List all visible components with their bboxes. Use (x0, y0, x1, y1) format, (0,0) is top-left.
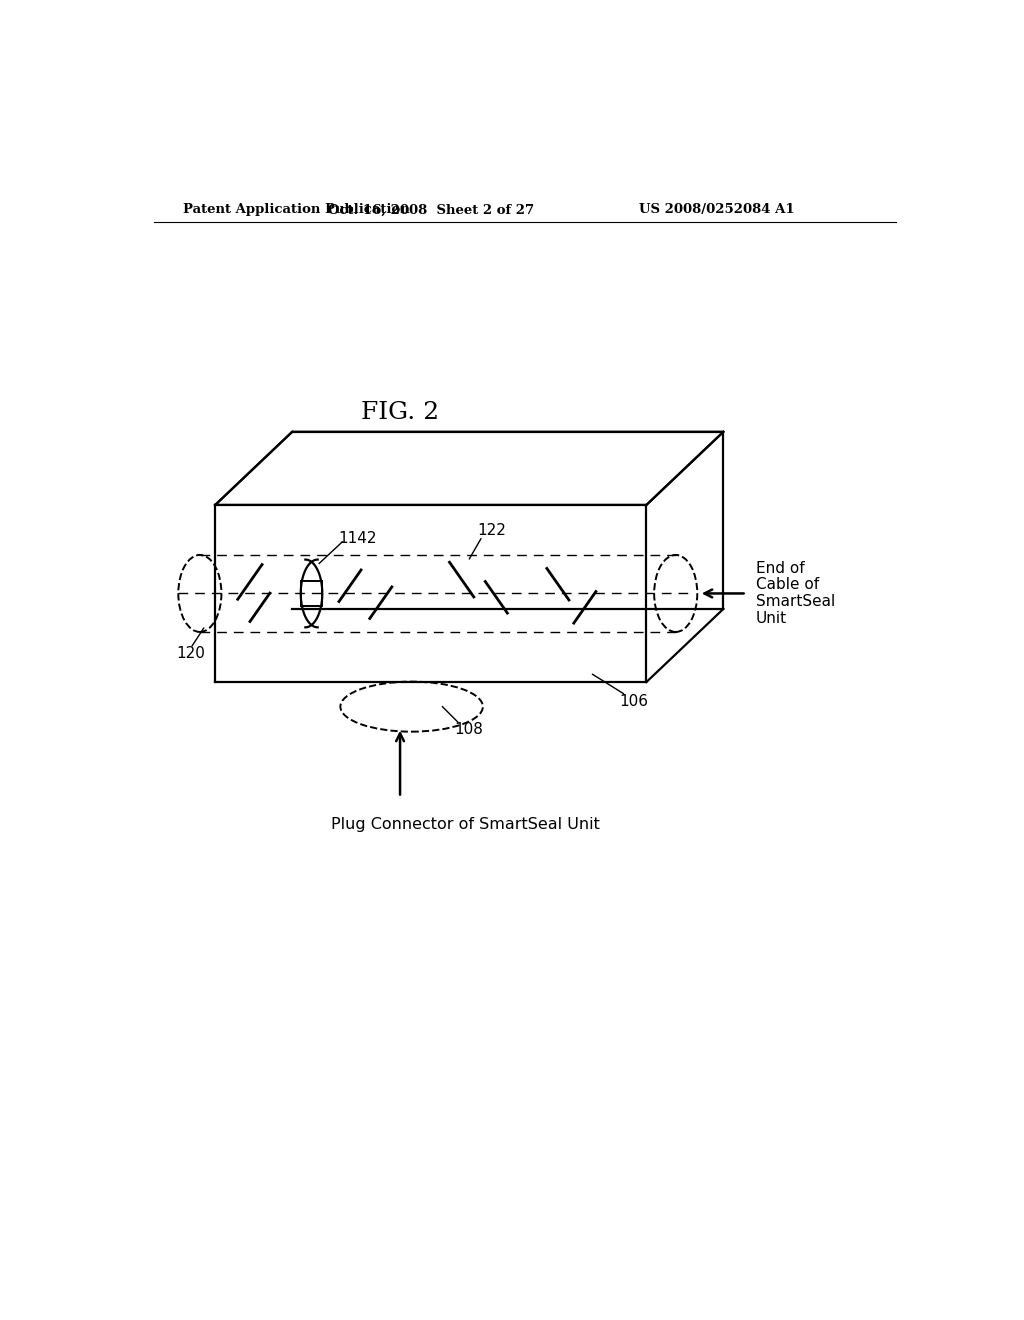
Text: Oct. 16, 2008  Sheet 2 of 27: Oct. 16, 2008 Sheet 2 of 27 (328, 203, 534, 216)
Bar (301, 581, 323, 606)
Text: 122: 122 (477, 523, 506, 537)
Text: SmartSeal: SmartSeal (756, 594, 835, 610)
Text: End of: End of (756, 561, 805, 576)
Text: Cable of: Cable of (756, 577, 819, 593)
Text: US 2008/0252084 A1: US 2008/0252084 A1 (639, 203, 795, 216)
Text: 108: 108 (454, 722, 483, 738)
Text: 120: 120 (177, 645, 206, 661)
Text: FIG. 2: FIG. 2 (361, 401, 439, 424)
Text: 106: 106 (620, 694, 648, 709)
Text: Patent Application Publication: Patent Application Publication (183, 203, 410, 216)
Text: Unit: Unit (756, 611, 786, 627)
Text: 1142: 1142 (339, 531, 377, 545)
Text: Plug Connector of SmartSeal Unit: Plug Connector of SmartSeal Unit (331, 817, 600, 832)
